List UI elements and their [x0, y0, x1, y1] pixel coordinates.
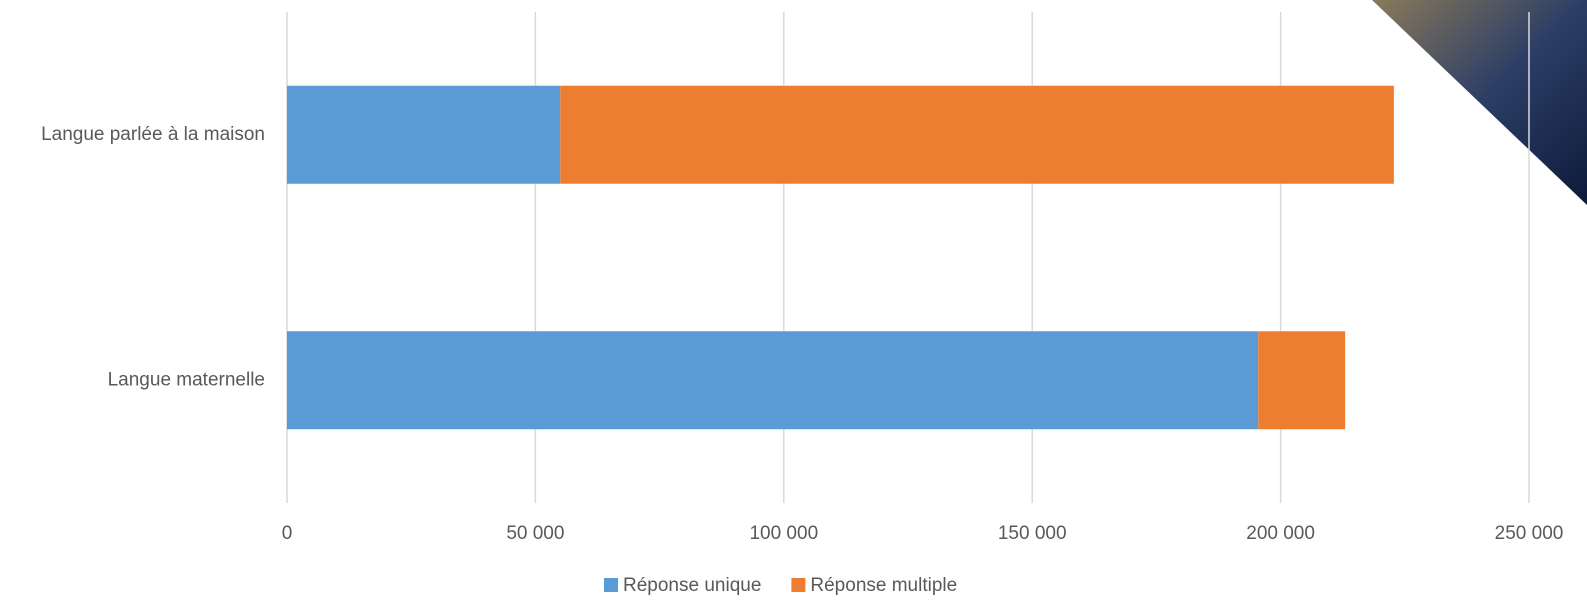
x-tick-label: 0	[282, 523, 293, 544]
y-tick-label: Langue maternelle	[108, 369, 265, 390]
bar-segment	[287, 331, 1259, 430]
bar-segment	[1258, 331, 1346, 430]
x-tick-label: 150 000	[998, 523, 1067, 544]
x-tick-label: 50 000	[506, 523, 564, 544]
x-tick-label: 100 000	[749, 523, 818, 544]
legend-swatch	[604, 578, 618, 592]
legend-label: Réponse multiple	[810, 575, 957, 596]
x-tick-label: 200 000	[1246, 523, 1315, 544]
bar-segment	[287, 85, 561, 184]
x-tick-label: 250 000	[1495, 523, 1564, 544]
corner-decoration	[1372, 0, 1587, 205]
bar-segment	[560, 85, 1394, 184]
y-tick-label: Langue parlée à la maison	[41, 124, 265, 145]
legend-label: Réponse unique	[623, 575, 761, 596]
legend-swatch	[791, 578, 806, 592]
